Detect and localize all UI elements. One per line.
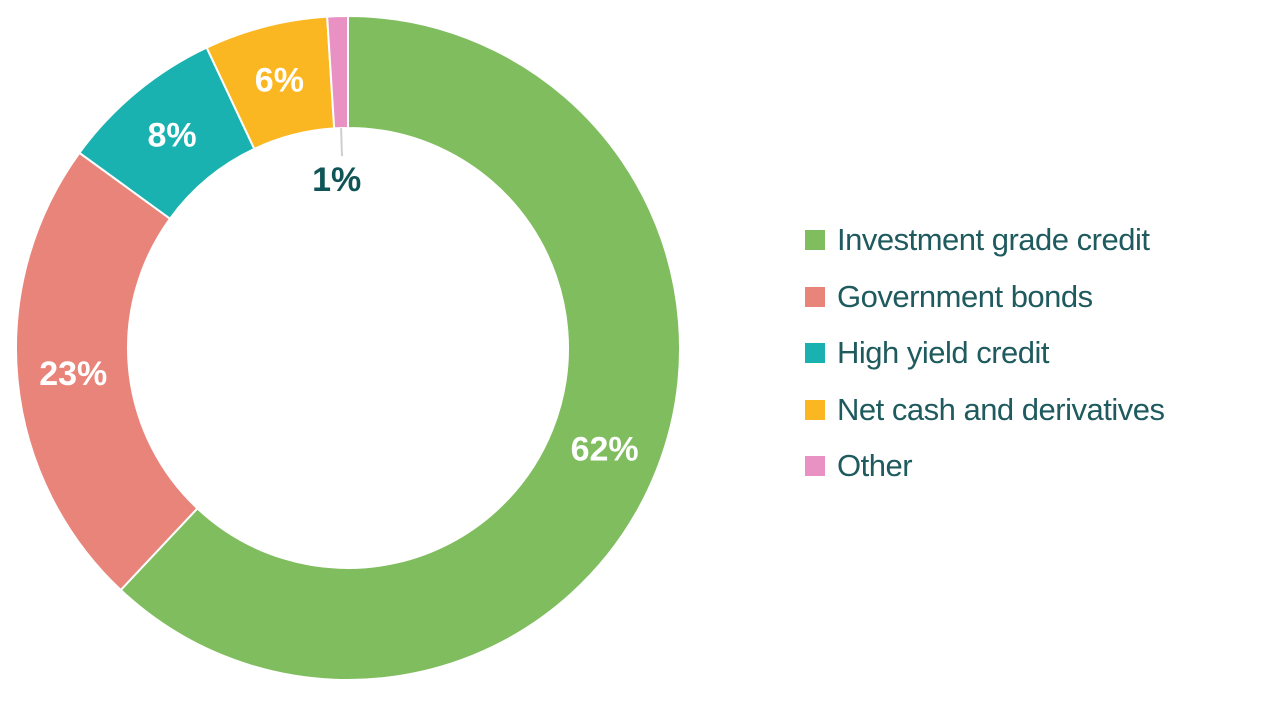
legend-item-other: Other (805, 438, 1164, 495)
legend-label-other: Other (837, 448, 913, 484)
legend-label-investment-grade-credit: Investment grade credit (837, 222, 1150, 258)
leader-line-other (340, 128, 343, 157)
data-label-net-cash-and-derivatives: 6% (255, 62, 304, 100)
legend-item-net-cash-and-derivatives: Net cash and derivatives (805, 382, 1165, 439)
legend-swatch-other (805, 456, 825, 477)
slice-other (326, 14, 349, 130)
slice-investment-grade-credit (119, 14, 681, 681)
legend: Investment grade credit Government bonds H… (805, 212, 1165, 495)
legend-swatch-high-yield-credit (805, 343, 825, 364)
data-label-investment-grade-credit: 62% (571, 431, 639, 469)
legend-swatch-government-bonds (805, 286, 825, 307)
data-label-high-yield-credit: 8% (148, 116, 197, 154)
legend-item-government-bonds: Government bonds (805, 269, 1164, 326)
legend-label-net-cash-and-derivatives: Net cash and derivatives (837, 391, 1165, 427)
legend-label-government-bonds: Government bonds (837, 278, 1093, 314)
legend-swatch-investment-grade-credit (805, 230, 825, 251)
slice-government-bonds (15, 151, 199, 592)
data-label-government-bonds: 23% (39, 355, 107, 393)
legend-item-investment-grade-credit: Investment grade credit (805, 212, 1164, 269)
legend-label-high-yield-credit: High yield credit (837, 335, 1050, 371)
legend-swatch-net-cash-and-derivatives (805, 399, 825, 420)
data-label-other: 1% (312, 161, 361, 199)
legend-item-high-yield-credit: High yield credit (805, 325, 1164, 382)
